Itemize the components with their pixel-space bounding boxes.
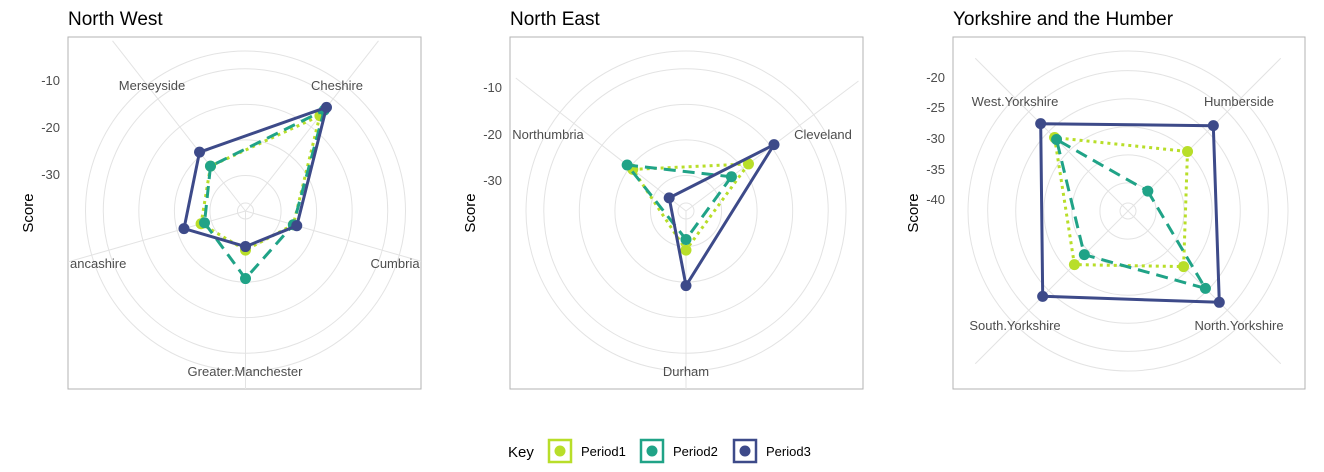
grid-spoke	[68, 210, 246, 263]
axis-label-cumbria: Cumbria	[370, 256, 420, 271]
data-point-period3-south-yorkshire	[1037, 290, 1049, 302]
legend-key-dot	[646, 445, 658, 457]
panel-title: North East	[510, 9, 600, 30]
y-axis-label: Score	[20, 193, 37, 232]
series-line-period3	[182, 105, 328, 249]
panel-border	[67, 36, 422, 390]
legend-item-period3: Period3	[732, 438, 811, 464]
axis-label-greater-manchester: Greater.Manchester	[188, 364, 304, 379]
radial-tick-label: -30	[926, 131, 945, 146]
data-point-period3-lancashire	[178, 223, 190, 235]
data-point-period3-humberside	[1207, 120, 1219, 132]
axis-label-west-yorkshire: West.Yorkshire	[972, 94, 1059, 109]
data-point-period1-north-yorkshire	[1178, 261, 1190, 273]
data-point-period3-north-yorkshire	[1213, 296, 1225, 308]
radar-panel-north-east: -10 -20 -30 Cleveland Durham Northumbria North…	[462, 9, 864, 390]
axis-label-durham: Durham	[663, 364, 709, 379]
radial-tick-label: -10	[41, 73, 60, 88]
data-point-period1-durham	[680, 244, 692, 256]
series-period2	[621, 159, 737, 245]
grid-spoke	[1127, 57, 1282, 212]
legend-key-dot	[554, 445, 566, 457]
y-axis-label: Score	[905, 193, 922, 232]
radial-tick-label: -20	[41, 120, 60, 135]
legend-label: Period2	[673, 444, 718, 459]
data-point-period2-south-yorkshire	[1078, 249, 1090, 261]
grid-ring	[1043, 126, 1213, 296]
series-line-period2	[625, 163, 733, 241]
grid-ring	[987, 70, 1269, 352]
radial-tick-label: -20	[483, 127, 502, 142]
grid-ring	[967, 50, 1289, 372]
axis-label-cleveland: Cleveland	[794, 127, 852, 142]
grid-spoke	[245, 40, 379, 212]
axis-label-northumbria: Northumbria	[512, 127, 584, 142]
series-line-period1	[631, 162, 750, 252]
y-axis-label: Score	[462, 193, 479, 232]
radar-panel-yorkshire-and-the-humber: -20 -25 -30 -35 -40 Humberside North.Yorkshire…	[905, 9, 1306, 390]
legend-title: Key	[508, 444, 534, 461]
grid	[967, 50, 1289, 372]
axis-label-south-yorkshire: South.Yorkshire	[969, 318, 1060, 333]
axis-label-merseyside: Merseyside	[119, 78, 185, 93]
data-point-period2-greater-manchester	[240, 273, 251, 285]
data-point-period3-durham	[680, 280, 692, 292]
data-point-period3-greater-manchester	[240, 241, 251, 253]
legend-key-dot	[739, 445, 751, 457]
grid-spoke	[974, 210, 1129, 365]
data-point-period3-west-yorkshire	[1035, 118, 1047, 130]
grid	[68, 40, 421, 389]
radial-tick-label: -25	[926, 100, 945, 115]
data-point-period3-merseyside	[194, 146, 206, 158]
grid-ring	[1015, 98, 1241, 324]
panel-title: North West	[68, 9, 163, 30]
legend: Key Period1 Period2 Period3	[508, 438, 811, 464]
radial-tick-label: -20	[926, 70, 945, 85]
grid-ring	[1119, 202, 1137, 220]
data-point-period1-south-yorkshire	[1068, 259, 1080, 271]
data-point-period1-humberside	[1182, 145, 1194, 157]
data-point-period1-cleveland	[742, 158, 754, 170]
panel-title: Yorkshire and the Humber	[953, 9, 1174, 30]
series-line-period2	[203, 108, 326, 281]
axis-label-cheshire: Cheshire	[311, 78, 363, 93]
data-point-period2-merseyside	[204, 160, 216, 172]
grid-ring	[1099, 182, 1157, 240]
data-point-period2-northumbria	[621, 159, 633, 171]
radial-tick-label: -30	[41, 167, 60, 182]
data-point-period3-cumbria	[291, 220, 303, 232]
legend-item-period2: Period2	[639, 438, 718, 464]
panel-border	[952, 36, 1306, 390]
legend-item-period1: Period1	[547, 438, 626, 464]
data-point-period3-cleveland	[768, 139, 780, 151]
axis-label-lancashire: ancashire	[70, 256, 126, 271]
axis-label-north-yorkshire: North.Yorkshire	[1194, 318, 1283, 333]
grid-spoke	[515, 77, 687, 212]
radial-tick-label: -10	[483, 80, 502, 95]
data-point-period2-west-yorkshire	[1051, 134, 1063, 146]
series-period3	[178, 101, 332, 253]
radial-tick-label: -40	[926, 192, 945, 207]
data-point-period3-cheshire	[320, 101, 332, 113]
radial-tick-label: -35	[926, 162, 945, 177]
grid-spoke	[245, 210, 421, 262]
data-point-period2-north-yorkshire	[1199, 282, 1211, 294]
series-period2	[1051, 134, 1211, 294]
radar-panel-north-west: -10 -20 -30 Cheshire Cumbria Greater.Manchest…	[20, 9, 422, 390]
data-point-period3-northumbria	[663, 192, 675, 204]
data-point-period2-durham	[680, 233, 692, 245]
axis-label-humberside: Humberside	[1204, 94, 1274, 109]
grid-spoke	[112, 40, 246, 212]
radial-tick-label: -30	[483, 173, 502, 188]
data-point-period2-humberside	[1142, 185, 1154, 197]
data-point-period2-lancashire	[198, 217, 210, 229]
legend-label: Period1	[581, 444, 626, 459]
series-line-period3	[667, 143, 776, 288]
series-period3	[1035, 118, 1225, 308]
data-point-period2-cleveland	[725, 171, 737, 183]
series-period3	[663, 139, 780, 292]
legend-label: Period3	[766, 444, 811, 459]
